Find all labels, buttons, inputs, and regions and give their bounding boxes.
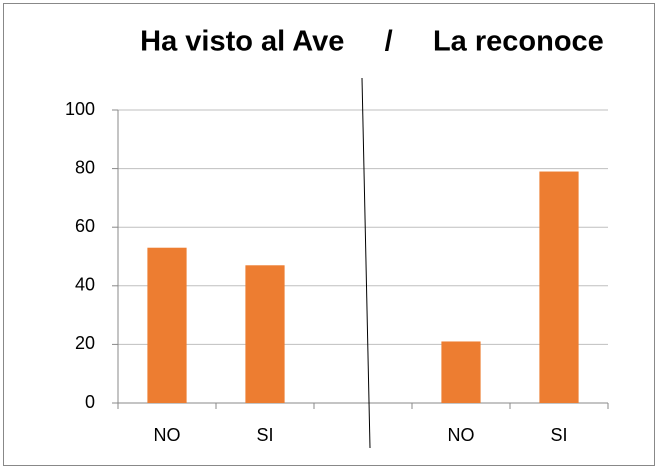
- x-tick-label: SI: [256, 425, 273, 445]
- x-tick-label: NO: [448, 425, 475, 445]
- divider: [361, 77, 371, 449]
- y-tick-label: 40: [75, 275, 95, 295]
- y-tick-label: 0: [85, 392, 95, 412]
- x-tick-label: NO: [154, 425, 181, 445]
- bar: [539, 171, 579, 403]
- y-tick-label: 80: [75, 157, 95, 177]
- y-tick-label: 20: [75, 333, 95, 353]
- y-tick-label: 60: [75, 216, 95, 236]
- x-tick-label: SI: [550, 425, 567, 445]
- chart-title: Ha visto al Ave / La reconoce: [140, 26, 604, 58]
- bar: [245, 265, 285, 403]
- bar: [441, 341, 481, 403]
- bar: [147, 247, 187, 403]
- y-tick-label: 100: [65, 99, 95, 119]
